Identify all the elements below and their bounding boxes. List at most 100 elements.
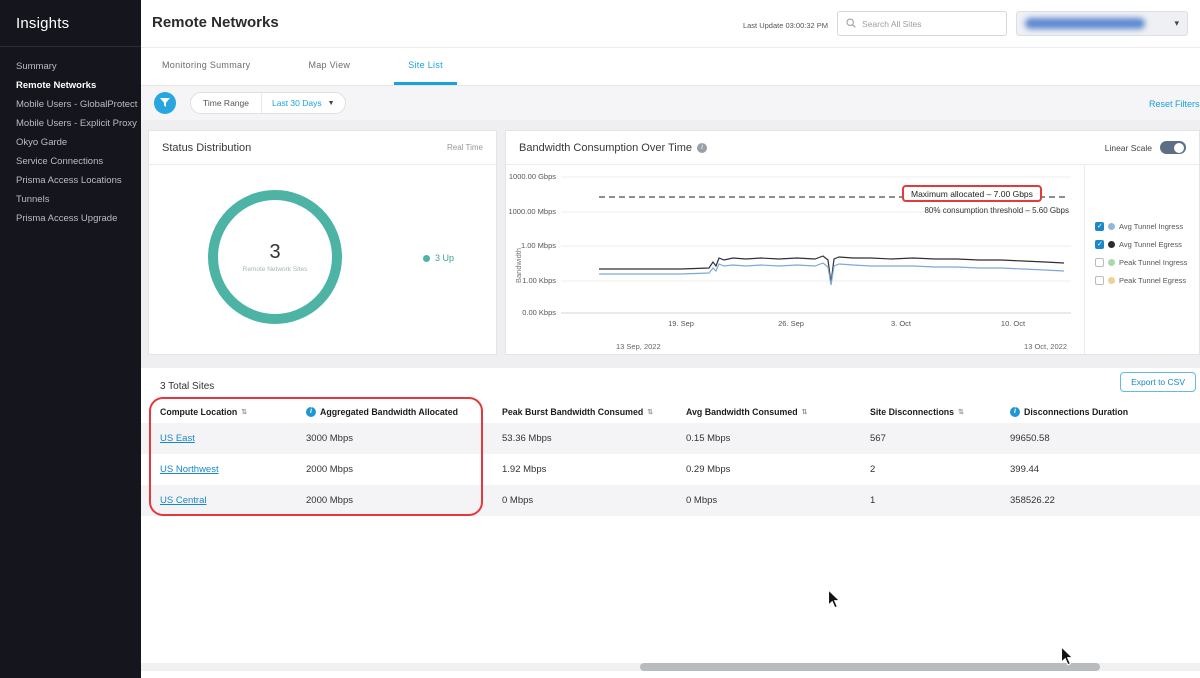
status-legend: 3 Up — [423, 253, 454, 263]
site-link-us-east[interactable]: US East — [160, 433, 195, 444]
legend-label: Peak Tunnel Egress — [1119, 275, 1187, 285]
chart-start-date: 13 Sep, 2022 — [616, 342, 661, 351]
sites-table-section: 3 Total Sites Export to CSV Compute Loca… — [141, 368, 1200, 662]
legend-item-peak-tunnel-egress: Peak Tunnel Egress — [1085, 271, 1199, 289]
main-content: Remote Networks Last Update 03:00:32 PM … — [141, 0, 1200, 678]
bandwidth-card-title: Bandwidth Consumption Over Time i — [519, 141, 708, 154]
last-update-text: Last Update 03:00:32 PM — [742, 21, 828, 30]
chevron-down-icon: ▾ — [1174, 18, 1179, 28]
tab-map-view[interactable]: Map View — [308, 60, 351, 70]
account-dropdown[interactable]: ▾ — [1016, 11, 1188, 36]
reset-filters-link[interactable]: Reset Filters — [1149, 99, 1200, 109]
time-range-select[interactable]: Last 30 Days ▼ — [262, 93, 345, 113]
cell-peak-burst-bandwidth-consumed: 0 Mbps — [502, 495, 534, 506]
real-time-label: Real Time — [446, 143, 483, 152]
info-icon[interactable]: i — [697, 142, 708, 153]
cell-disconnections-duration: 99650.58 — [1010, 433, 1050, 444]
column-header-site-disconnections[interactable]: Site Disconnections ⇅ — [870, 407, 1010, 417]
info-icon[interactable]: i — [306, 406, 316, 417]
sidebar-item-service-connections[interactable]: Service Connections — [16, 156, 104, 167]
bandwidth-line-chart — [561, 176, 1071, 314]
time-range-value: Last 30 Days — [271, 98, 322, 108]
y-tick-label: 1000.00 Mbps — [508, 207, 556, 216]
table-row-us-northwest: US Northwest 2000 Mbps 1.92 Mbps 0.29 Mbps 2… — [141, 454, 1200, 485]
legend-checkbox-avg-tunnel-egress[interactable] — [1095, 239, 1104, 249]
column-header-compute-location[interactable]: Compute Location ⇅ — [160, 407, 306, 417]
status-card-title: Status Distribution — [162, 141, 252, 154]
legend-checkbox-peak-tunnel-ingress[interactable] — [1095, 257, 1104, 267]
sort-icon[interactable]: ⇅ — [647, 408, 654, 416]
max-allocated-annotation: Maximum allocated – 7.00 Gbps — [902, 185, 1042, 202]
column-header-avg-bandwidth-consumed[interactable]: Avg Bandwidth Consumed ⇅ — [686, 407, 870, 417]
sort-icon[interactable]: ⇅ — [241, 408, 248, 416]
info-icon[interactable]: i — [1010, 406, 1020, 417]
column-label: Compute Location — [160, 406, 238, 417]
legend-label: Peak Tunnel Ingress — [1119, 257, 1188, 267]
sidebar-item-mobile-users-globalprotect[interactable]: Mobile Users - GlobalProtect — [16, 99, 138, 110]
cell-site-disconnections: 2 — [870, 464, 876, 475]
export-csv-button[interactable]: Export to CSV — [1120, 372, 1196, 392]
column-label: Aggregated Bandwidth Allocated — [320, 406, 458, 417]
filter-bar: Time Range Last 30 Days ▼ Reset Filters — [141, 86, 1200, 120]
column-header-aggregated-bandwidth-allocated[interactable]: i Aggregated Bandwidth Allocated — [306, 406, 502, 417]
legend-checkbox-avg-tunnel-ingress[interactable] — [1095, 221, 1104, 231]
tab-bar: Monitoring Summary Map View Site List — [141, 48, 1200, 86]
y-tick-label: 0.00 Kbps — [522, 308, 556, 317]
sidebar-item-remote-networks[interactable]: Remote Networks — [16, 80, 97, 91]
x-tick-label: 26. Sep — [778, 319, 804, 328]
sidebar-item-prisma-access-upgrade[interactable]: Prisma Access Upgrade — [16, 213, 118, 224]
sidebar-item-summary[interactable]: Summary — [16, 61, 57, 72]
column-label: Disconnections Duration — [1024, 406, 1129, 417]
chart-end-date: 13 Oct, 2022 — [1024, 342, 1067, 351]
cell-disconnections-duration: 358526.22 — [1010, 495, 1055, 506]
page-title: Remote Networks — [152, 14, 279, 31]
scale-control: Linear Scale — [1105, 141, 1186, 154]
cell-compute-location: US East — [160, 433, 306, 444]
sort-icon[interactable]: ⇅ — [801, 408, 808, 416]
status-distribution-card: Status Distribution Real Time 3 Remote N… — [148, 130, 497, 355]
sites-table: Compute Location ⇅ i Aggregated Bandwidth A… — [141, 400, 1200, 516]
sidebar-item-mobile-users-explicit-proxy[interactable]: Mobile Users - Explicit Proxy — [16, 118, 137, 129]
horizontal-scrollbar-thumb[interactable] — [640, 663, 1100, 671]
status-donut-chart: 3 Remote Network Sites — [208, 190, 342, 324]
linear-scale-toggle[interactable] — [1160, 141, 1186, 154]
sort-icon[interactable]: ⇅ — [958, 408, 964, 416]
x-tick-label: 19. Sep — [668, 319, 694, 328]
bandwidth-title-text: Bandwidth Consumption Over Time — [519, 141, 693, 154]
series-avg-tunnel-egress — [599, 255, 1065, 284]
y-tick-label: 1.00 Mbps — [520, 241, 556, 250]
search-input[interactable] — [862, 18, 992, 29]
x-tick-label: 10. Oct — [1000, 319, 1026, 328]
total-sites-label: 3 Total Sites — [160, 381, 215, 392]
tab-monitoring-summary[interactable]: Monitoring Summary — [162, 60, 251, 70]
site-link-us-northwest[interactable]: US Northwest — [160, 464, 219, 475]
time-range-chip: Time Range Last 30 Days ▼ — [190, 92, 346, 114]
cell-peak-burst-bandwidth-consumed: 53.36 Mbps — [502, 433, 552, 444]
cell-aggregated-bandwidth-allocated: 3000 Mbps — [306, 433, 354, 444]
bandwidth-card: Bandwidth Consumption Over Time i Linear… — [505, 130, 1200, 355]
column-header-disconnections-duration[interactable]: i Disconnections Duration — [1010, 406, 1200, 417]
column-header-peak-burst-bandwidth-consumed[interactable]: Peak Burst Bandwidth Consumed ⇅ — [502, 407, 686, 417]
table-row-us-central: US Central 2000 Mbps 0 Mbps 0 Mbps 1 358526.2… — [141, 485, 1200, 516]
up-status-label: 3 Up — [435, 253, 455, 263]
x-tick-label: 3. Oct — [890, 319, 911, 328]
legend-checkbox-peak-tunnel-egress[interactable] — [1095, 275, 1104, 285]
status-card-header: Status Distribution Real Time — [149, 131, 496, 165]
column-label: Avg Bandwidth Consumed — [686, 406, 798, 417]
sidebar-item-prisma-access-locations[interactable]: Prisma Access Locations — [16, 175, 122, 186]
site-link-us-central[interactable]: US Central — [160, 495, 207, 506]
funnel-icon — [160, 98, 170, 107]
search-box[interactable] — [837, 11, 1007, 36]
table-row-us-east: US East 3000 Mbps 53.36 Mbps 0.15 Mbps 567 99… — [141, 423, 1200, 454]
cell-aggregated-bandwidth-allocated: 2000 Mbps — [306, 495, 354, 506]
legend-color-dot — [1108, 240, 1115, 248]
cell-aggregated-bandwidth-allocated: 2000 Mbps — [306, 464, 354, 475]
tab-site-list[interactable]: Site List — [394, 48, 457, 85]
legend-label: Avg Tunnel Egress — [1119, 239, 1182, 249]
filter-button[interactable] — [154, 92, 176, 114]
cell-compute-location: US Northwest — [160, 464, 306, 475]
chevron-down-icon: ▼ — [327, 99, 335, 107]
sidebar-item-tunnels[interactable]: Tunnels — [16, 194, 50, 205]
chart-legend: Avg Tunnel Ingress Avg Tunnel Egress Peak … — [1084, 165, 1199, 354]
sidebar-item-okyo-garde[interactable]: Okyo Garde — [16, 137, 68, 148]
